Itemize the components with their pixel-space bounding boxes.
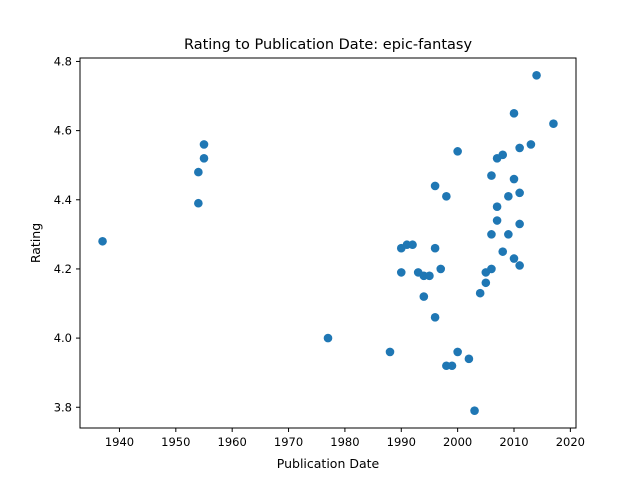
data-point: [385, 347, 395, 357]
data-point: [504, 230, 513, 239]
data-point: [453, 347, 462, 357]
x-tick-label: 1960: [218, 435, 247, 449]
data-point: [487, 171, 496, 180]
data-point: [515, 219, 524, 229]
data-point: [515, 261, 524, 270]
x-tick-label: 1980: [330, 435, 359, 449]
data-point: [487, 230, 496, 239]
data-point: [509, 254, 519, 263]
y-tick-label: 4.8: [54, 54, 72, 68]
x-tick-label: 2010: [499, 435, 528, 449]
data-point: [194, 198, 203, 208]
data-point: [515, 188, 524, 198]
data-point: [509, 109, 519, 118]
y-tick-label: 4.4: [54, 193, 72, 207]
data-point: [487, 264, 496, 274]
x-tick-label: 2020: [556, 435, 585, 449]
data-point: [447, 361, 457, 371]
plot-area: 1940 1950 1960 1970 1980 1990 2000 2010 2020 3.8…: [54, 54, 585, 449]
data-point: [515, 143, 524, 153]
data-point: [430, 313, 440, 322]
data-point: [470, 406, 479, 416]
data-point: [98, 236, 107, 246]
data-point: [532, 70, 541, 80]
x-tick-label: 1970: [274, 435, 303, 449]
x-axis-ticks: 1940 1950 1960 1970 1980 1990 2000 2010 2020: [105, 428, 585, 449]
y-tick-label: 4.2: [54, 262, 72, 276]
data-point: [408, 240, 417, 250]
data-point: [498, 150, 508, 160]
y-axis-label: Rating: [28, 223, 43, 263]
data-point: [396, 268, 406, 277]
chart-title: Rating to Publication Date: epic-fantasy: [184, 37, 473, 53]
data-point: [504, 192, 513, 201]
data-point: [492, 202, 502, 211]
data-point: [549, 119, 558, 128]
y-axis-ticks: 3.8 4.0 4.2 4.4 4.6 4.8: [54, 54, 80, 414]
y-tick-label: 4.6: [54, 124, 72, 138]
plot-frame: [79, 57, 577, 429]
data-point: [526, 140, 536, 149]
data-point: [464, 354, 474, 364]
data-point: [498, 247, 508, 256]
data-point: [425, 271, 434, 281]
data-point: [419, 292, 429, 301]
data-point: [475, 288, 485, 298]
data-point: [436, 264, 446, 274]
data-point: [481, 278, 491, 288]
data-point: [509, 174, 519, 184]
data-point: [492, 216, 502, 225]
x-tick-label: 1950: [161, 435, 190, 449]
x-tick-label: 1990: [387, 435, 416, 449]
x-tick-label: 2000: [443, 435, 472, 449]
y-tick-label: 3.8: [54, 400, 72, 414]
y-tick-label: 4.0: [54, 331, 72, 345]
data-points: [98, 70, 558, 416]
data-point: [194, 167, 203, 177]
data-point: [323, 333, 333, 343]
x-tick-label: 1940: [105, 435, 134, 449]
data-point: [199, 140, 209, 149]
data-point: [199, 153, 209, 163]
data-point: [442, 192, 451, 201]
data-point: [430, 243, 440, 253]
data-point: [430, 181, 440, 191]
data-point: [453, 147, 462, 156]
x-axis-label: Publication Date: [277, 456, 380, 471]
